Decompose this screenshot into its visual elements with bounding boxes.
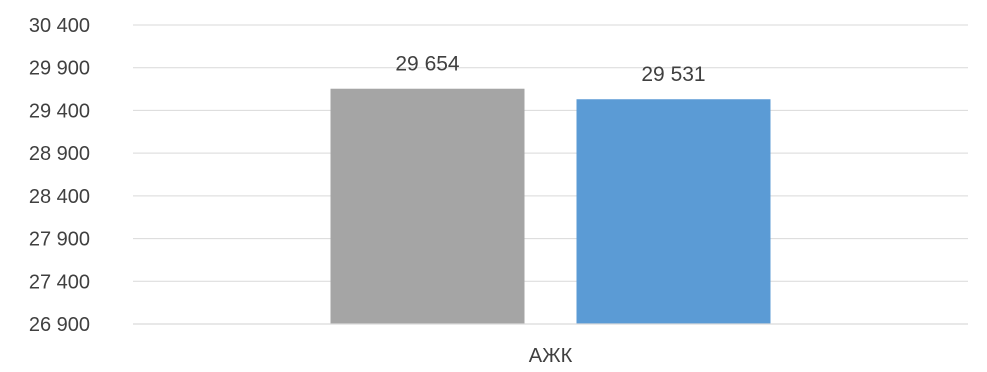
y-tick-label: 30 400 <box>29 15 90 37</box>
data-label: 29 654 <box>395 53 460 76</box>
y-tick-label: 26 900 <box>29 314 90 336</box>
gridlines <box>133 24 968 282</box>
y-tick-label: 27 900 <box>29 229 90 251</box>
y-tick-label: 28 400 <box>29 186 90 208</box>
x-axis: АЖК <box>133 323 968 367</box>
bars <box>330 88 771 325</box>
y-tick-label: 27 400 <box>29 271 90 293</box>
x-category-label: АЖК <box>529 345 573 367</box>
bar-series-1 <box>330 88 525 325</box>
y-tick-label: 28 900 <box>29 143 90 165</box>
y-tick-label: 29 400 <box>29 100 90 122</box>
y-tick-label: 29 900 <box>29 58 90 80</box>
data-label: 29 531 <box>641 63 705 86</box>
data-labels: 29 654 29 531 <box>395 53 705 87</box>
bar-series-2 <box>576 99 771 324</box>
y-axis-ticks: 26 900 27 400 27 900 28 400 28 900 29 400 29 9… <box>29 15 90 336</box>
